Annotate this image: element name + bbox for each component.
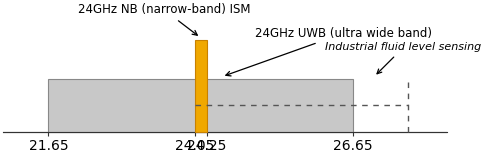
Text: 24GHz NB (narrow-band) ISM: 24GHz NB (narrow-band) ISM: [78, 3, 250, 35]
Bar: [48, 79, 353, 132]
Bar: [194, 40, 206, 132]
Text: 24GHz UWB (ultra wide band): 24GHz UWB (ultra wide band): [226, 27, 432, 76]
Text: Industrial fluid level sensing: Industrial fluid level sensing: [326, 42, 482, 74]
